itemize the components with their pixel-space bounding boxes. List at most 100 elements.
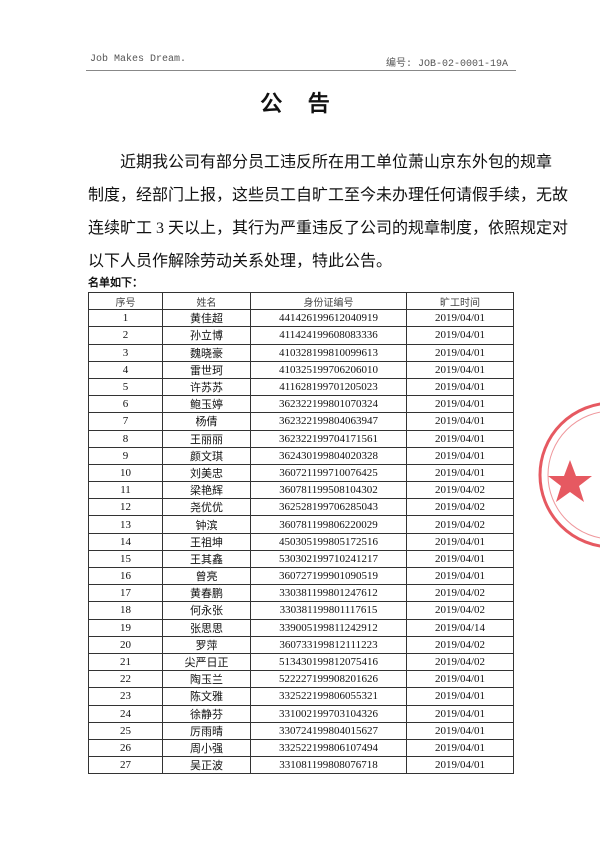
table-cell: 罗萍	[162, 635, 251, 654]
table-cell: 钟滨	[162, 515, 251, 534]
table-cell: 2019/04/01	[406, 566, 514, 586]
header-row: 序号 姓名 身份证编号 旷工时间	[88, 291, 514, 311]
table-cell: 2019/04/01	[406, 532, 514, 551]
table-cell: 吴正波	[162, 756, 251, 775]
table-cell: 王祖坤	[162, 532, 251, 551]
table-cell: 362430199804020328	[250, 446, 407, 465]
table-cell: 2019/04/02	[406, 584, 514, 603]
table-cell: 2019/04/14	[406, 618, 514, 637]
table-cell: 27	[88, 756, 163, 775]
table-cell: 2019/04/01	[406, 395, 514, 414]
table-cell: 2019/04/01	[406, 412, 514, 431]
table-cell: 厉雨晴	[162, 721, 251, 740]
title: 公 告	[260, 91, 340, 116]
table-row: 9 颜文琪 362430199804020328 2019/04/01	[88, 446, 514, 465]
table-cell: 2019/04/01	[406, 721, 514, 740]
table-cell: 鲍玉婷	[162, 395, 251, 414]
table-cell: 10	[88, 463, 163, 483]
table-cell: 362322199704171561	[250, 429, 407, 448]
table-cell: 许苏苏	[162, 377, 251, 397]
table-cell: 522227199908201626	[250, 670, 407, 689]
table-cell: 360781199508104302	[250, 481, 407, 500]
table-cell: 陶玉兰	[162, 670, 251, 689]
table-cell: 332522199806055321	[250, 687, 407, 706]
table-row: 25 厉雨晴 330724199804015627 2019/04/01	[88, 721, 514, 740]
table-row: 22 陶玉兰 522227199908201626 2019/04/01	[88, 670, 514, 689]
table-cell: 1	[88, 309, 163, 328]
table-cell: 22	[88, 670, 163, 689]
table-row: 20 罗萍 360733199812111223 2019/04/02	[88, 635, 514, 654]
table-cell: 尖严日正	[162, 652, 251, 672]
table-cell: 11	[88, 481, 163, 500]
staff-table: 序号 姓名 身份证编号 旷工时间 1 黄佳超 441426199612040919 2019/…	[88, 291, 514, 775]
header-left: Job Makes Dream.	[90, 54, 187, 65]
table-cell: 26	[88, 738, 163, 758]
table-row: 16 曾亮 360727199901090519 2019/04/01	[88, 566, 514, 586]
table-row: 11 梁艳辉 360781199508104302 2019/04/02	[88, 481, 514, 500]
table-cell: 360733199812111223	[250, 635, 407, 654]
table-cell: 黄春鹏	[162, 584, 251, 603]
table-cell: 孙立博	[162, 326, 251, 345]
table-cell: 25	[88, 721, 163, 740]
table-cell: 曾亮	[162, 566, 251, 586]
table-cell: 12	[88, 498, 163, 517]
table-cell: 2019/04/01	[406, 309, 514, 328]
table-cell: 何永张	[162, 601, 251, 620]
table-cell: 410325199706206010	[250, 360, 407, 379]
table-cell: 2019/04/02	[406, 481, 514, 500]
column-header: 姓名	[162, 291, 251, 311]
table-cell: 5	[88, 377, 163, 397]
table-row: 21 尖严日正 513430199812075416 2019/04/02	[88, 652, 514, 672]
table-row: 4 雷世珂 410325199706206010 2019/04/01	[88, 360, 514, 379]
column-header: 身份证编号	[250, 291, 407, 311]
paragraph: 近期我公司有部分员工违反所在用工单位萧山京东外包的规章 制度，经部门上报，这些员工…	[88, 146, 569, 278]
table-row: 13 钟滨 360781199806220029 2019/04/02	[88, 515, 514, 534]
table-cell: 3	[88, 343, 163, 362]
table-cell: 梁艳辉	[162, 481, 251, 500]
table-cell: 尧优优	[162, 498, 251, 517]
table-cell: 2019/04/01	[406, 377, 514, 397]
table-cell: 2019/04/01	[406, 463, 514, 483]
table-cell: 2019/04/02	[406, 601, 514, 620]
stamp	[538, 402, 600, 548]
table-row: 19 张思思 339005199811242912 2019/04/14	[88, 618, 514, 637]
table-cell: 14	[88, 532, 163, 551]
table-cell: 331002199703104326	[250, 704, 407, 723]
table-cell: 362322199801070324	[250, 395, 407, 414]
paragraph-line: 制度，经部门上报，这些员工自旷工至今未办理任何请假手续，无故	[88, 187, 569, 204]
table-cell: 441426199612040919	[250, 309, 407, 328]
table-cell: 360727199901090519	[250, 566, 407, 586]
table-row: 3 魏晓豪 410328199810099613 2019/04/01	[88, 343, 514, 362]
table-cell: 2019/04/01	[406, 360, 514, 379]
table-row: 24 徐静芬 331002199703104326 2019/04/01	[88, 704, 514, 723]
table-row: 2 孙立博 411424199608083336 2019/04/01	[88, 326, 514, 345]
table-cell: 15	[88, 549, 163, 569]
table-cell: 2019/04/02	[406, 635, 514, 654]
table-cell: 黄佳超	[162, 309, 251, 328]
table-cell: 7	[88, 412, 163, 431]
table-row: 5 许苏苏 411628199701205023 2019/04/01	[88, 377, 514, 397]
table-cell: 9	[88, 446, 163, 465]
table-cell: 2019/04/01	[406, 687, 514, 706]
table-cell: 331081199808076718	[250, 756, 407, 775]
table-row: 23 陈文雅 332522199806055321 2019/04/01	[88, 687, 514, 706]
table-row: 14 王祖坤 450305199805172516 2019/04/01	[88, 532, 514, 551]
table-cell: 362322199804063947	[250, 412, 407, 431]
table-cell: 张思思	[162, 618, 251, 637]
header-rule	[86, 70, 516, 71]
table-cell: 360721199710076425	[250, 463, 407, 483]
table-cell: 8	[88, 429, 163, 448]
table-row: 7 杨倩 362322199804063947 2019/04/01	[88, 412, 514, 431]
table-cell: 360781199806220029	[250, 515, 407, 534]
header-right: 编号: JOB-02-0001-19A	[385, 59, 508, 70]
table-cell: 513430199812075416	[250, 652, 407, 672]
table-cell: 杨倩	[162, 412, 251, 431]
column-header: 序号	[88, 291, 163, 311]
paragraph-line: 连续旷工 3 天以上，其行为严重违反了公司的规章制度，依照规定对	[88, 220, 569, 237]
table-cell: 陈文雅	[162, 687, 251, 706]
table-cell: 530302199710241217	[250, 549, 407, 569]
table-cell: 2019/04/01	[406, 704, 514, 723]
table-row: 17 黄春鹏 330381199801247612 2019/04/02	[88, 584, 514, 603]
table-row: 12 尧优优 362528199706285043 2019/04/02	[88, 498, 514, 517]
